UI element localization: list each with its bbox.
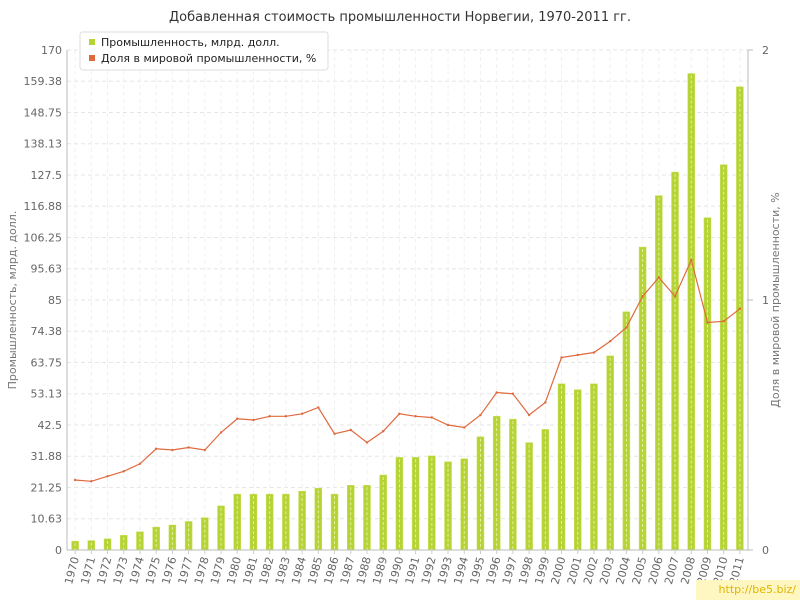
y-tick-label: 106.25	[24, 232, 63, 245]
line-point	[414, 415, 417, 418]
bar	[476, 436, 485, 551]
y-axis-title: Промышленность, млрд. долл.	[6, 211, 19, 390]
line-point	[657, 276, 661, 279]
line-series	[73, 258, 742, 483]
y-tick-label: 116.88	[24, 200, 63, 213]
legend-label-line[interactable]: Доля в мировой промышленности, %	[101, 52, 316, 65]
share-line	[75, 258, 741, 482]
legend-box	[79, 31, 329, 71]
line-point	[203, 448, 207, 452]
y2-tick-label: 0	[762, 544, 769, 557]
line-point	[252, 418, 255, 422]
legend-swatch-bar	[89, 39, 95, 45]
line-point	[722, 320, 725, 323]
y2-axis-ticks: 0 1 2	[748, 44, 769, 557]
y2-tick-label: 2	[762, 44, 769, 57]
line-point	[398, 412, 401, 415]
line-point	[495, 391, 498, 394]
line-point	[236, 417, 239, 420]
line-point	[333, 432, 336, 435]
line-point	[625, 326, 628, 329]
line-point	[381, 430, 385, 433]
y-tick-label: 42.5	[38, 419, 63, 432]
line-point	[463, 426, 466, 429]
y-tick-label: 10.63	[31, 513, 63, 526]
line-point	[300, 412, 304, 415]
line-point	[171, 448, 174, 452]
line-point	[154, 447, 158, 450]
y-tick-label: 0	[55, 544, 62, 557]
y-tick-label: 138.13	[24, 138, 63, 151]
y-tick-label: 159.38	[24, 75, 63, 88]
line-point	[576, 353, 579, 357]
line-point	[641, 295, 644, 298]
line-point	[706, 321, 709, 324]
legend-label-bar[interactable]: Промышленность, млрд. долл.	[101, 36, 280, 49]
line-point	[219, 431, 223, 434]
y2-tick-label: 1	[762, 294, 769, 307]
line-point	[738, 307, 742, 310]
line-point	[187, 446, 190, 449]
y-tick-label: 74.38	[31, 325, 63, 338]
line-point	[365, 441, 369, 444]
line-point	[673, 295, 677, 298]
line-point	[690, 258, 693, 262]
legend-swatch-line	[89, 55, 95, 61]
line-point	[511, 392, 515, 395]
y-tick-label: 85	[48, 294, 62, 307]
line-point	[430, 416, 434, 419]
y-tick-label: 95.63	[31, 263, 63, 276]
line-point	[479, 413, 482, 417]
line-point	[284, 415, 288, 418]
line-point	[608, 340, 612, 343]
line-point	[349, 428, 352, 432]
y-axis-ticks: 0 10.63 21.25 31.88 42.5 53.13 63.75 74.38 85 95.…	[24, 44, 63, 557]
line-point	[317, 406, 320, 409]
chart-title: Добавленная стоимость промышленности Нор…	[169, 10, 631, 25]
y2-axis-title: Доля в мировой промышленности, %	[769, 192, 782, 407]
y-tick-label: 170	[41, 44, 62, 57]
y-tick-label: 127.5	[31, 169, 63, 182]
line-point	[138, 462, 142, 465]
line-point	[106, 475, 109, 478]
line-point	[446, 423, 450, 427]
y-tick-label: 53.13	[31, 388, 63, 401]
line-point	[592, 351, 596, 354]
line-point	[560, 356, 563, 359]
y-tick-label: 63.75	[31, 357, 63, 370]
y-tick-label: 148.75	[24, 107, 63, 120]
y-tick-label: 21.25	[31, 482, 63, 495]
legend[interactable]: Промышленность, млрд. долл. Доля в миров…	[79, 31, 329, 71]
line-point	[122, 470, 125, 473]
line-point	[73, 478, 77, 482]
watermark[interactable]: http://be5.biz/	[696, 580, 800, 600]
line-point	[544, 401, 547, 404]
line-point	[527, 413, 531, 417]
line-point	[268, 415, 271, 418]
x-axis-ticks: 1970197119721973197419751976197719781979…	[62, 550, 747, 586]
y-tick-label: 31.88	[31, 450, 63, 463]
line-point	[90, 480, 93, 483]
